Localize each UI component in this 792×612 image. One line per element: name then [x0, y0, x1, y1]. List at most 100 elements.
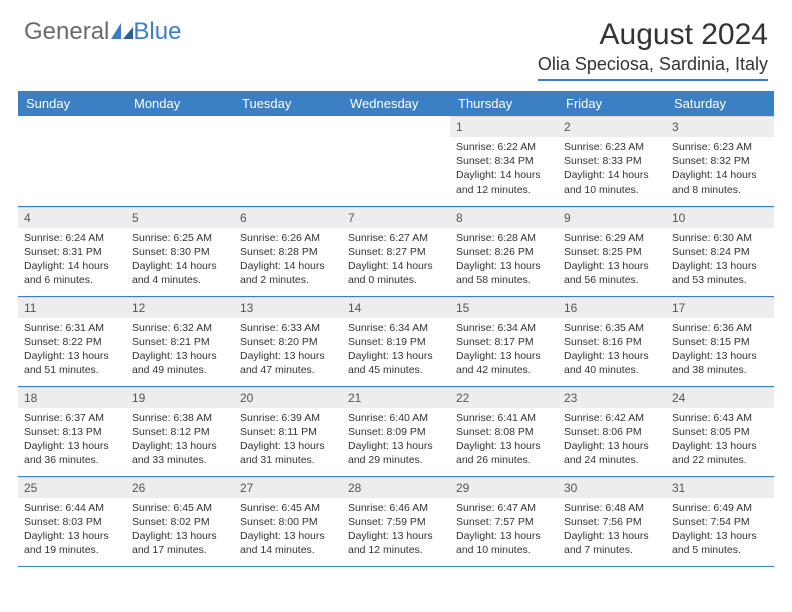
calendar-row: 18Sunrise: 6:37 AMSunset: 8:13 PMDayligh… — [18, 386, 774, 476]
day-cell: 27Sunrise: 6:45 AMSunset: 8:00 PMDayligh… — [234, 476, 342, 566]
calendar-table: SundayMondayTuesdayWednesdayThursdayFrid… — [18, 91, 774, 567]
day-cell: 3Sunrise: 6:23 AMSunset: 8:32 PMDaylight… — [666, 116, 774, 206]
day-cell: 2Sunrise: 6:23 AMSunset: 8:33 PMDaylight… — [558, 116, 666, 206]
day-cell: 28Sunrise: 6:46 AMSunset: 7:59 PMDayligh… — [342, 476, 450, 566]
day-number: 9 — [558, 207, 666, 228]
day-number: 5 — [126, 207, 234, 228]
weekday-sunday: Sunday — [18, 91, 126, 116]
day-number: 6 — [234, 207, 342, 228]
day-number: 3 — [666, 116, 774, 137]
day-cell: 26Sunrise: 6:45 AMSunset: 8:02 PMDayligh… — [126, 476, 234, 566]
calendar-row: 25Sunrise: 6:44 AMSunset: 8:03 PMDayligh… — [18, 476, 774, 566]
day-cell: 12Sunrise: 6:32 AMSunset: 8:21 PMDayligh… — [126, 296, 234, 386]
day-cell: 31Sunrise: 6:49 AMSunset: 7:54 PMDayligh… — [666, 476, 774, 566]
day-data: Sunrise: 6:34 AMSunset: 8:19 PMDaylight:… — [342, 318, 450, 384]
day-data: Sunrise: 6:47 AMSunset: 7:57 PMDaylight:… — [450, 498, 558, 564]
day-cell: 24Sunrise: 6:43 AMSunset: 8:05 PMDayligh… — [666, 386, 774, 476]
day-cell: 13Sunrise: 6:33 AMSunset: 8:20 PMDayligh… — [234, 296, 342, 386]
day-number: 14 — [342, 297, 450, 318]
empty-cell — [18, 116, 126, 206]
day-data: Sunrise: 6:42 AMSunset: 8:06 PMDaylight:… — [558, 408, 666, 474]
day-number: 20 — [234, 387, 342, 408]
day-number: 17 — [666, 297, 774, 318]
day-cell: 9Sunrise: 6:29 AMSunset: 8:25 PMDaylight… — [558, 206, 666, 296]
logo: General Blue — [24, 18, 181, 46]
weekday-friday: Friday — [558, 91, 666, 116]
day-data: Sunrise: 6:48 AMSunset: 7:56 PMDaylight:… — [558, 498, 666, 564]
day-data: Sunrise: 6:23 AMSunset: 8:33 PMDaylight:… — [558, 137, 666, 203]
day-cell: 4Sunrise: 6:24 AMSunset: 8:31 PMDaylight… — [18, 206, 126, 296]
day-data: Sunrise: 6:39 AMSunset: 8:11 PMDaylight:… — [234, 408, 342, 474]
day-number: 31 — [666, 477, 774, 498]
empty-cell — [126, 116, 234, 206]
day-data: Sunrise: 6:35 AMSunset: 8:16 PMDaylight:… — [558, 318, 666, 384]
day-number: 19 — [126, 387, 234, 408]
day-data: Sunrise: 6:28 AMSunset: 8:26 PMDaylight:… — [450, 228, 558, 294]
day-data: Sunrise: 6:32 AMSunset: 8:21 PMDaylight:… — [126, 318, 234, 384]
day-cell: 20Sunrise: 6:39 AMSunset: 8:11 PMDayligh… — [234, 386, 342, 476]
day-number: 11 — [18, 297, 126, 318]
day-number: 23 — [558, 387, 666, 408]
day-number: 12 — [126, 297, 234, 318]
day-number: 30 — [558, 477, 666, 498]
day-number: 18 — [18, 387, 126, 408]
day-data: Sunrise: 6:45 AMSunset: 8:02 PMDaylight:… — [126, 498, 234, 564]
day-data: Sunrise: 6:25 AMSunset: 8:30 PMDaylight:… — [126, 228, 234, 294]
day-data: Sunrise: 6:34 AMSunset: 8:17 PMDaylight:… — [450, 318, 558, 384]
logo-text-general: General — [24, 18, 109, 46]
day-number: 22 — [450, 387, 558, 408]
day-data: Sunrise: 6:46 AMSunset: 7:59 PMDaylight:… — [342, 498, 450, 564]
empty-cell — [342, 116, 450, 206]
day-data: Sunrise: 6:45 AMSunset: 8:00 PMDaylight:… — [234, 498, 342, 564]
day-data: Sunrise: 6:40 AMSunset: 8:09 PMDaylight:… — [342, 408, 450, 474]
weekday-header-row: SundayMondayTuesdayWednesdayThursdayFrid… — [18, 91, 774, 116]
day-number: 21 — [342, 387, 450, 408]
calendar-row: 11Sunrise: 6:31 AMSunset: 8:22 PMDayligh… — [18, 296, 774, 386]
day-data: Sunrise: 6:30 AMSunset: 8:24 PMDaylight:… — [666, 228, 774, 294]
day-cell: 19Sunrise: 6:38 AMSunset: 8:12 PMDayligh… — [126, 386, 234, 476]
day-cell: 7Sunrise: 6:27 AMSunset: 8:27 PMDaylight… — [342, 206, 450, 296]
day-data: Sunrise: 6:37 AMSunset: 8:13 PMDaylight:… — [18, 408, 126, 474]
weekday-thursday: Thursday — [450, 91, 558, 116]
day-number: 28 — [342, 477, 450, 498]
calendar-row: 4Sunrise: 6:24 AMSunset: 8:31 PMDaylight… — [18, 206, 774, 296]
header: General Blue August 2024 Olia Speciosa, … — [0, 0, 792, 85]
day-cell: 10Sunrise: 6:30 AMSunset: 8:24 PMDayligh… — [666, 206, 774, 296]
day-data: Sunrise: 6:44 AMSunset: 8:03 PMDaylight:… — [18, 498, 126, 564]
day-number: 10 — [666, 207, 774, 228]
day-data: Sunrise: 6:43 AMSunset: 8:05 PMDaylight:… — [666, 408, 774, 474]
day-data: Sunrise: 6:36 AMSunset: 8:15 PMDaylight:… — [666, 318, 774, 384]
day-cell: 15Sunrise: 6:34 AMSunset: 8:17 PMDayligh… — [450, 296, 558, 386]
day-data: Sunrise: 6:31 AMSunset: 8:22 PMDaylight:… — [18, 318, 126, 384]
day-data: Sunrise: 6:27 AMSunset: 8:27 PMDaylight:… — [342, 228, 450, 294]
day-cell: 30Sunrise: 6:48 AMSunset: 7:56 PMDayligh… — [558, 476, 666, 566]
day-cell: 11Sunrise: 6:31 AMSunset: 8:22 PMDayligh… — [18, 296, 126, 386]
day-data: Sunrise: 6:33 AMSunset: 8:20 PMDaylight:… — [234, 318, 342, 384]
day-cell: 18Sunrise: 6:37 AMSunset: 8:13 PMDayligh… — [18, 386, 126, 476]
day-cell: 14Sunrise: 6:34 AMSunset: 8:19 PMDayligh… — [342, 296, 450, 386]
day-cell: 16Sunrise: 6:35 AMSunset: 8:16 PMDayligh… — [558, 296, 666, 386]
weekday-wednesday: Wednesday — [342, 91, 450, 116]
calendar-body: 1Sunrise: 6:22 AMSunset: 8:34 PMDaylight… — [18, 116, 774, 566]
day-data: Sunrise: 6:26 AMSunset: 8:28 PMDaylight:… — [234, 228, 342, 294]
day-cell: 29Sunrise: 6:47 AMSunset: 7:57 PMDayligh… — [450, 476, 558, 566]
day-cell: 23Sunrise: 6:42 AMSunset: 8:06 PMDayligh… — [558, 386, 666, 476]
empty-cell — [234, 116, 342, 206]
day-cell: 5Sunrise: 6:25 AMSunset: 8:30 PMDaylight… — [126, 206, 234, 296]
day-cell: 6Sunrise: 6:26 AMSunset: 8:28 PMDaylight… — [234, 206, 342, 296]
day-cell: 1Sunrise: 6:22 AMSunset: 8:34 PMDaylight… — [450, 116, 558, 206]
day-number: 24 — [666, 387, 774, 408]
logo-text-blue: Blue — [133, 18, 181, 46]
day-number: 4 — [18, 207, 126, 228]
day-number: 8 — [450, 207, 558, 228]
day-data: Sunrise: 6:22 AMSunset: 8:34 PMDaylight:… — [450, 137, 558, 203]
day-data: Sunrise: 6:49 AMSunset: 7:54 PMDaylight:… — [666, 498, 774, 564]
weekday-monday: Monday — [126, 91, 234, 116]
day-number: 7 — [342, 207, 450, 228]
day-number: 15 — [450, 297, 558, 318]
title-block: August 2024 Olia Speciosa, Sardinia, Ita… — [538, 18, 768, 81]
location: Olia Speciosa, Sardinia, Italy — [538, 54, 768, 81]
day-cell: 17Sunrise: 6:36 AMSunset: 8:15 PMDayligh… — [666, 296, 774, 386]
day-data: Sunrise: 6:41 AMSunset: 8:08 PMDaylight:… — [450, 408, 558, 474]
day-cell: 22Sunrise: 6:41 AMSunset: 8:08 PMDayligh… — [450, 386, 558, 476]
